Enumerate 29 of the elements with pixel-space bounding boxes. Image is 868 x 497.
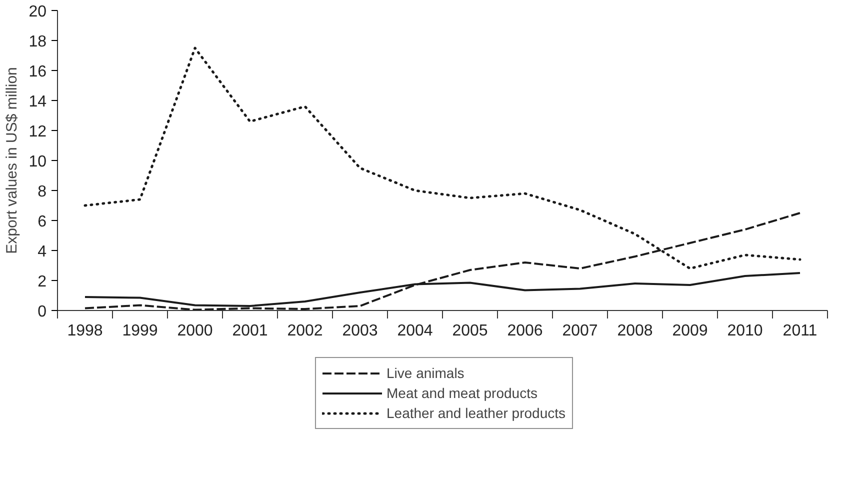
y-tick-label: 0 bbox=[38, 304, 47, 320]
y-tick-label: 12 bbox=[28, 124, 47, 140]
x-tick-label: 2002 bbox=[287, 322, 323, 340]
y-tick-label: 14 bbox=[28, 94, 47, 110]
y-tick-label: 8 bbox=[38, 184, 47, 200]
y-tick-label: 18 bbox=[28, 34, 47, 50]
y-axis-title: Export values in US$ million bbox=[4, 67, 21, 254]
x-tick-label: 2009 bbox=[672, 322, 708, 340]
x-tick-label: 1998 bbox=[67, 322, 103, 340]
x-tick-label: 1999 bbox=[122, 322, 158, 340]
x-tick-label: 2003 bbox=[342, 322, 378, 340]
x-tick-label: 2011 bbox=[782, 322, 818, 340]
x-tick-label: 2008 bbox=[617, 322, 653, 340]
x-tick-label: 2000 bbox=[177, 322, 213, 340]
x-tick-label: 2010 bbox=[727, 322, 763, 340]
legend-label: Leather and leather products bbox=[386, 404, 566, 422]
x-tick-label: 2007 bbox=[562, 322, 598, 340]
legend-label: Meat and meat products bbox=[386, 384, 538, 402]
x-tick-label: 2001 bbox=[232, 322, 268, 340]
x-tick-label: 2005 bbox=[452, 322, 488, 340]
x-tick-label: 2006 bbox=[507, 322, 543, 340]
y-tick-label: 4 bbox=[38, 244, 47, 260]
y-tick-label: 10 bbox=[28, 154, 47, 170]
y-tick-label: 20 bbox=[28, 4, 47, 20]
legend-label: Live animals bbox=[386, 364, 464, 382]
y-tick-label: 16 bbox=[28, 64, 47, 80]
x-tick-label: 2004 bbox=[397, 322, 433, 340]
y-tick-label: 6 bbox=[38, 214, 47, 230]
y-tick-label: 2 bbox=[38, 274, 47, 290]
